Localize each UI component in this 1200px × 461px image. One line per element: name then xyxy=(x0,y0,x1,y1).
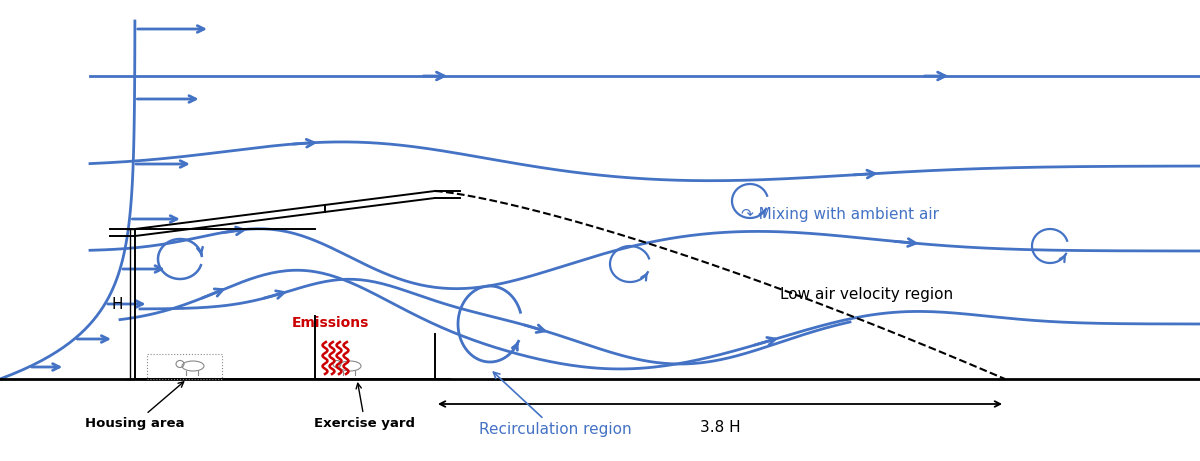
Text: Emissions: Emissions xyxy=(292,316,368,330)
Text: ↷ Mixing with ambient air: ↷ Mixing with ambient air xyxy=(742,207,940,222)
Text: Exercise yard: Exercise yard xyxy=(314,383,415,430)
Text: Recirculation region: Recirculation region xyxy=(479,372,631,437)
Text: H: H xyxy=(112,296,122,312)
Text: 3.8 H: 3.8 H xyxy=(700,420,740,435)
Text: Low air velocity region: Low air velocity region xyxy=(780,287,953,302)
Bar xyxy=(148,354,222,379)
Text: Housing area: Housing area xyxy=(85,382,185,430)
